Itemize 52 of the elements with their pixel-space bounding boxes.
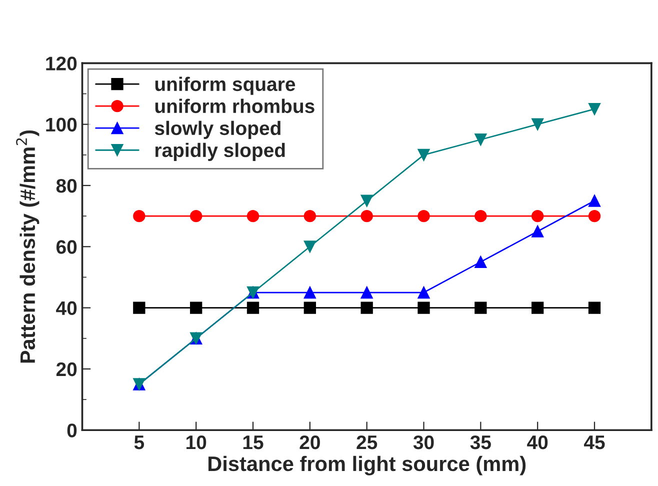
point: [246, 302, 260, 314]
point: [474, 210, 487, 222]
point: [304, 286, 316, 299]
point: [474, 302, 487, 314]
point: [588, 210, 601, 222]
legend-label: uniform rhombus: [155, 98, 314, 114]
point: [532, 210, 544, 222]
point: [418, 302, 430, 314]
point: [190, 210, 202, 222]
y-tick-label: 80: [56, 178, 77, 193]
x-tick-label: 25: [356, 435, 378, 450]
point: [588, 102, 601, 116]
point: [532, 118, 544, 130]
x-tick-label: 5: [134, 436, 144, 450]
point: [304, 302, 316, 314]
x-tick-label: 35: [470, 435, 491, 450]
point: [418, 286, 430, 299]
y-tick-label: 100: [46, 118, 77, 132]
point: [190, 302, 202, 314]
y-tick-label: 20: [56, 362, 77, 376]
y-tick-label: 0: [67, 424, 77, 438]
point: [133, 302, 146, 314]
point: [532, 225, 544, 238]
point: [474, 256, 487, 268]
legend-label: rapidly sloped: [155, 142, 285, 161]
point: [418, 148, 430, 161]
point: [474, 134, 487, 146]
y-tick-label: 40: [56, 301, 77, 316]
point: [532, 302, 544, 314]
y-tick-label: 60: [56, 240, 77, 254]
legend-label: slowly sloped: [154, 120, 280, 139]
y-axis-title: Pattern density (#/mm$^{2}$): [16, 130, 40, 363]
point: [304, 210, 316, 222]
point: [588, 194, 601, 207]
x-tick-label: 15: [243, 436, 264, 450]
legend-label: uniform square: [155, 76, 296, 95]
x-tick-label: 45: [584, 436, 605, 450]
x-tick-label: 40: [527, 435, 548, 450]
point: [133, 210, 146, 222]
point: [360, 210, 373, 222]
point: [360, 302, 373, 314]
point: [246, 210, 260, 222]
x-tick-label: 20: [300, 435, 320, 450]
x-tick-label: 30: [413, 435, 434, 450]
point: [360, 286, 373, 299]
point: [304, 240, 316, 253]
x-axis-title: Distance from light source (mm): [208, 456, 526, 476]
point: [360, 194, 373, 207]
y-tick-label: 120: [46, 56, 77, 70]
point: [588, 302, 601, 314]
x-tick-label: 10: [186, 435, 206, 450]
point: [418, 210, 430, 222]
